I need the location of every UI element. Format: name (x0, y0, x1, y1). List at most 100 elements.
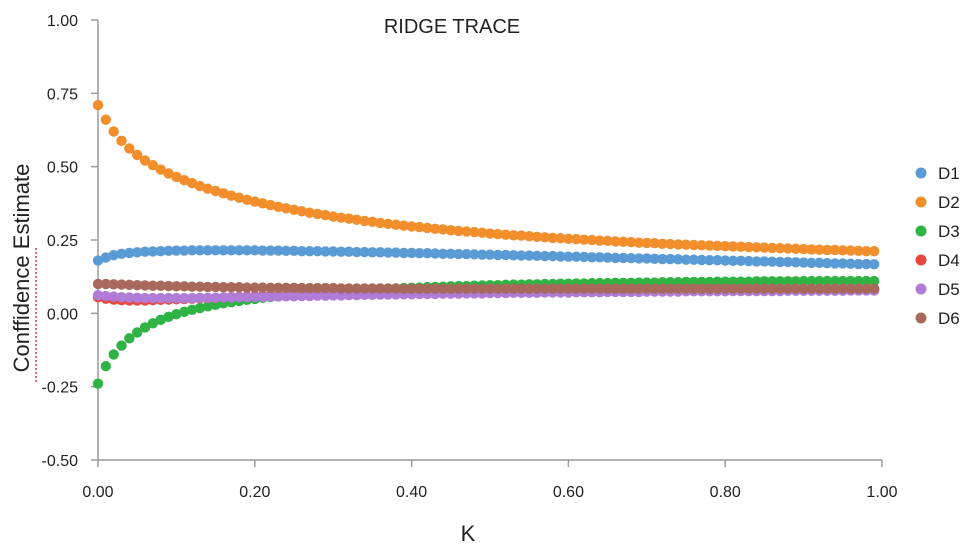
data-point-d1 (171, 245, 182, 256)
data-point-d6 (280, 282, 292, 294)
data-point-d6 (139, 280, 151, 291)
data-point-d6 (398, 283, 409, 294)
data-point-d3 (124, 333, 135, 344)
data-point-d2 (696, 240, 707, 251)
data-point-d2 (672, 239, 684, 250)
data-point-d5 (171, 292, 182, 304)
data-point-d6 (437, 283, 449, 294)
data-point-d3 (782, 276, 794, 287)
data-point-d6 (829, 283, 841, 294)
data-point-d2 (312, 208, 323, 220)
data-point-d2 (422, 222, 433, 234)
data-point-d3 (147, 318, 159, 329)
data-point-d2 (351, 214, 362, 225)
data-point-d2 (571, 233, 582, 245)
data-point-d6 (633, 283, 645, 294)
data-point-d3 (116, 340, 127, 351)
data-point-d1 (484, 249, 496, 260)
data-point-d2 (280, 203, 292, 214)
data-point-d1 (751, 256, 762, 267)
data-point-d1 (429, 248, 441, 259)
data-point-d2 (790, 243, 801, 254)
data-point-d6 (696, 283, 707, 294)
data-point-d2 (92, 99, 104, 111)
data-point-d6 (571, 283, 582, 294)
data-point-d6 (555, 283, 566, 294)
data-point-d1 (139, 246, 151, 257)
legend-item-d1: D1 (915, 164, 960, 183)
legend-marker (915, 283, 927, 295)
data-point-d3 (171, 309, 182, 320)
data-point-d2 (163, 168, 174, 179)
y-tick-label: 0.25 (47, 233, 78, 250)
data-point-d1 (790, 257, 801, 268)
data-point-d2 (147, 160, 159, 171)
data-point-d6 (233, 282, 245, 293)
data-point-d1 (288, 245, 300, 257)
data-point-d1 (524, 250, 535, 261)
data-point-d6 (868, 283, 880, 294)
data-point-d3 (92, 378, 104, 389)
data-point-d2 (594, 235, 605, 246)
data-point-d5 (288, 291, 300, 302)
data-point-d2 (226, 190, 237, 201)
data-point-d3 (139, 322, 151, 333)
data-point-d3 (868, 275, 880, 287)
data-point-d6 (469, 283, 480, 294)
data-point-d6 (375, 283, 386, 294)
data-point-d2 (124, 143, 135, 154)
data-point-d2 (531, 231, 543, 242)
data-point-d1 (821, 257, 833, 269)
data-point-d6 (202, 281, 213, 293)
data-point-d1 (861, 258, 872, 270)
data-point-d2 (829, 244, 841, 256)
data-point-d6 (641, 283, 652, 294)
data-point-d6 (171, 281, 182, 292)
data-point-d6 (767, 283, 778, 294)
data-point-d2 (241, 194, 253, 206)
data-point-d2 (288, 204, 300, 215)
data-point-d1 (625, 252, 637, 264)
data-point-d6 (500, 283, 511, 294)
data-point-d3 (829, 275, 841, 287)
data-point-d1 (618, 252, 629, 264)
data-point-d2 (179, 174, 190, 186)
data-point-d2 (343, 213, 355, 224)
data-point-d1 (531, 250, 543, 262)
data-point-d2 (492, 228, 504, 240)
data-point-d1 (492, 249, 504, 261)
data-point-d5 (304, 290, 315, 302)
data-point-d6 (743, 283, 754, 294)
data-point-d2 (641, 237, 652, 249)
data-point-d6 (602, 283, 613, 294)
x-tick-label: 1.00 (866, 484, 897, 501)
data-point-d6 (657, 283, 668, 294)
data-point-d3 (132, 327, 143, 338)
data-point-d1 (390, 247, 402, 258)
data-point-d6 (720, 283, 731, 294)
data-point-d1 (273, 245, 284, 256)
data-point-d1 (657, 253, 668, 265)
data-point-d6 (328, 282, 339, 294)
data-point-d1 (586, 252, 598, 263)
data-point-d5 (273, 291, 284, 302)
data-point-d2 (767, 242, 778, 254)
x-axis-title: K (461, 521, 476, 546)
data-point-d6 (422, 283, 433, 294)
chart-title: RIDGE TRACE (384, 16, 520, 38)
data-point-d1 (610, 252, 621, 264)
data-point-d2 (218, 188, 229, 199)
data-point-d1 (445, 248, 456, 259)
data-point-d1 (320, 246, 331, 257)
data-point-d1 (414, 248, 425, 259)
data-point-d6 (547, 283, 558, 294)
x-tick-label: 0.60 (553, 484, 584, 501)
legend-marker (915, 312, 927, 324)
data-point-d5 (132, 292, 143, 303)
data-point-d6 (814, 283, 825, 294)
legend-label: D5 (938, 280, 960, 299)
y-tick-label: -0.25 (42, 380, 79, 397)
data-point-d3 (155, 314, 166, 325)
data-point-d3 (163, 311, 174, 323)
data-point-d6 (524, 283, 535, 294)
